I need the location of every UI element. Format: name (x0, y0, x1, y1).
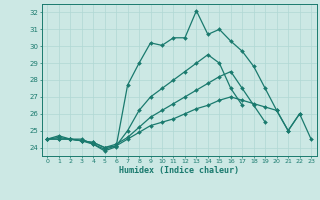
X-axis label: Humidex (Indice chaleur): Humidex (Indice chaleur) (119, 166, 239, 175)
